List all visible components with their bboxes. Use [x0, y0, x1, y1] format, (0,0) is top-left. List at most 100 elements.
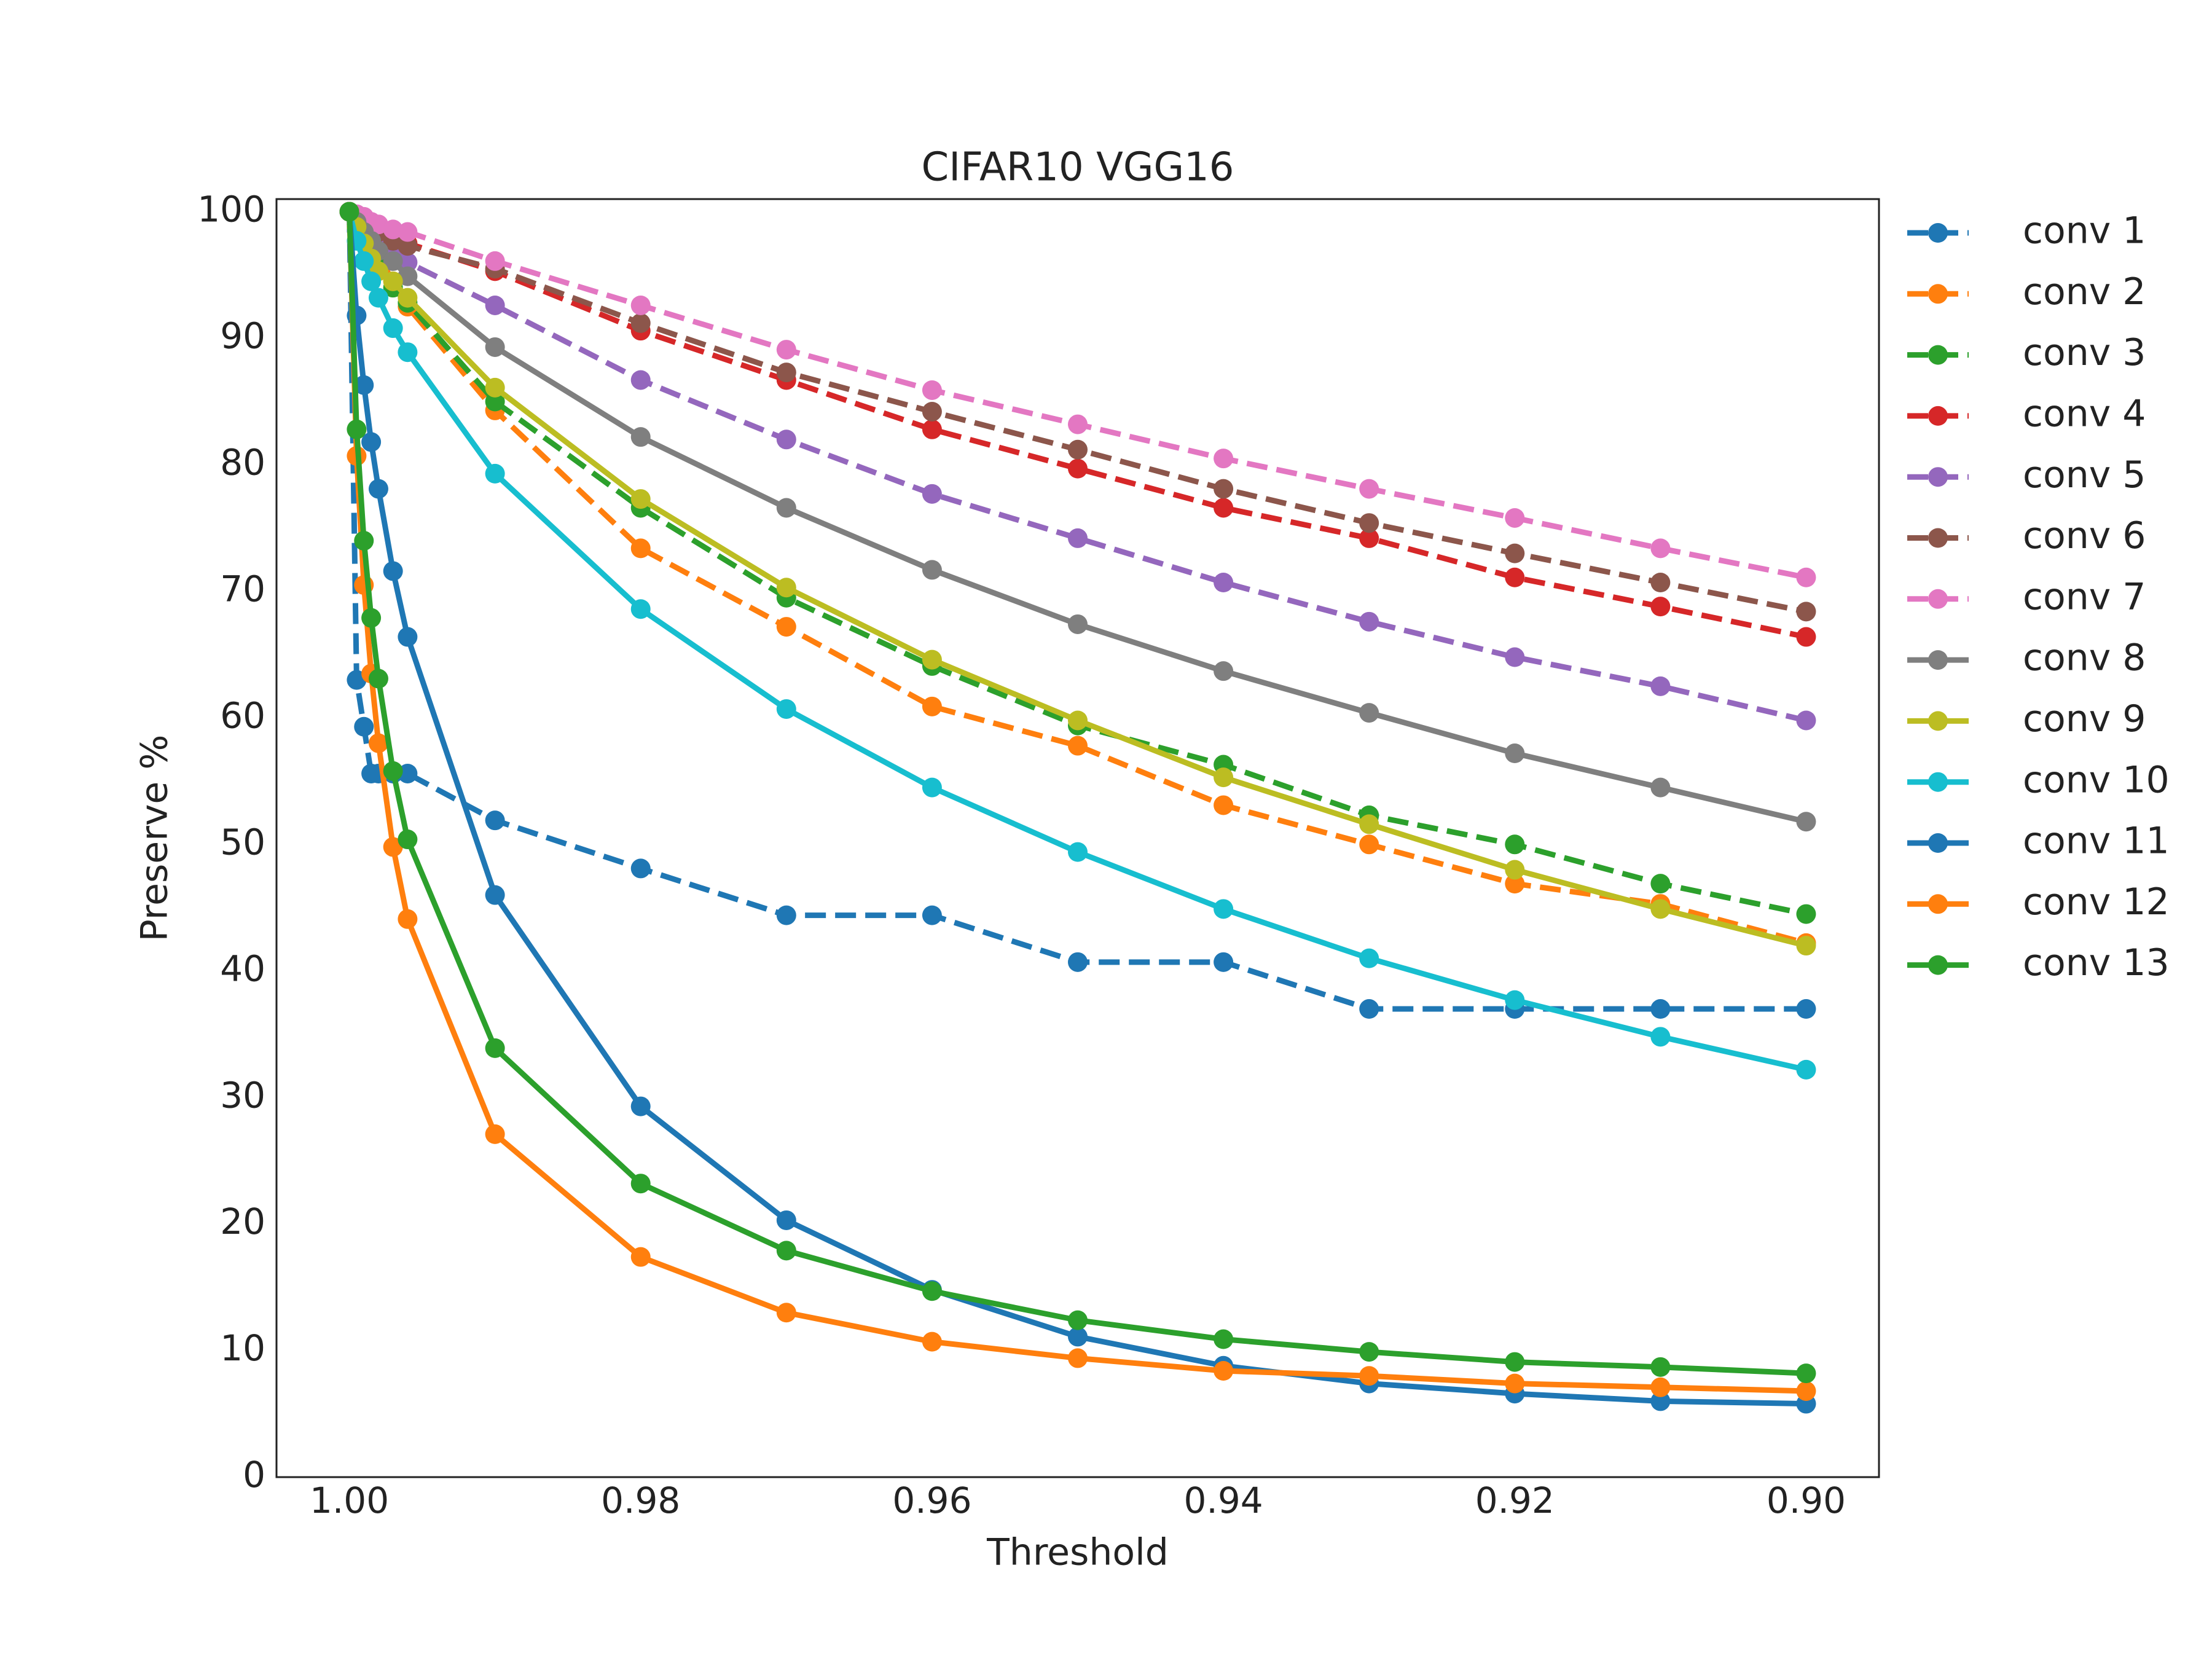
x-tick-label: 0.98 [601, 1480, 680, 1521]
legend-marker [1928, 467, 1948, 487]
data-point [485, 463, 505, 484]
legend-label: conv 1 [2023, 210, 2146, 253]
data-point [1359, 814, 1379, 834]
data-point [1068, 414, 1088, 434]
data-point [398, 342, 418, 363]
data-point [1068, 735, 1088, 756]
data-point [398, 627, 418, 647]
data-point [1505, 508, 1525, 528]
data-point [922, 560, 942, 580]
data-point [368, 479, 388, 499]
data-point [630, 538, 651, 559]
data-point [398, 222, 418, 242]
data-point [1650, 1377, 1671, 1397]
chart-title: CIFAR10 VGG16 [922, 145, 1234, 190]
data-point [630, 1174, 651, 1194]
legend-marker [1928, 894, 1948, 914]
data-point [1359, 479, 1379, 499]
data-point [630, 1247, 651, 1267]
data-point [922, 696, 942, 716]
data-point [383, 271, 403, 291]
legend-marker [1928, 711, 1948, 731]
data-point [1796, 627, 1816, 647]
data-point [1796, 904, 1816, 924]
legend-marker [1928, 406, 1948, 426]
data-point [1359, 1342, 1379, 1362]
legend-label: conv 11 [2023, 820, 2170, 863]
data-point [630, 1096, 651, 1116]
legend-label: conv 5 [2023, 453, 2146, 496]
data-point [1214, 479, 1234, 499]
data-point [1068, 952, 1088, 972]
data-point [1796, 936, 1816, 956]
y-tick-label: 30 [220, 1074, 265, 1116]
data-point [1068, 1348, 1088, 1368]
data-point [630, 313, 651, 333]
data-point [776, 1241, 796, 1261]
data-point [485, 391, 505, 412]
data-point [1650, 1027, 1671, 1047]
legend-label: conv 2 [2023, 270, 2146, 313]
data-point [1796, 1363, 1816, 1384]
data-point [1796, 999, 1816, 1019]
data-point [922, 1281, 942, 1301]
data-point [1650, 597, 1671, 617]
legend-label: conv 8 [2023, 637, 2146, 680]
data-point [1650, 777, 1671, 798]
data-point [398, 288, 418, 308]
x-axis-label: Threshold [986, 1531, 1169, 1574]
data-point [1796, 1059, 1816, 1080]
data-point [1214, 952, 1234, 972]
data-point [776, 498, 796, 518]
data-point [1650, 874, 1671, 894]
legend-label: conv 4 [2023, 392, 2146, 435]
data-point [922, 1332, 942, 1352]
legend-marker [1928, 955, 1948, 975]
data-point [1650, 538, 1671, 559]
data-point [398, 763, 418, 783]
data-point [485, 251, 505, 271]
y-axis-label: Preserve % [133, 735, 176, 942]
data-point [1068, 439, 1088, 460]
data-point [354, 375, 374, 395]
data-point [1359, 999, 1379, 1019]
data-point [630, 427, 651, 447]
data-point [630, 599, 651, 619]
data-point [1505, 543, 1525, 563]
data-point [354, 531, 374, 551]
data-point [1068, 842, 1088, 862]
data-point [776, 578, 796, 598]
data-point [776, 905, 796, 925]
data-point [368, 669, 388, 689]
data-point [922, 380, 942, 400]
data-point [1650, 999, 1671, 1019]
data-point [1505, 834, 1525, 855]
data-point [776, 1303, 796, 1323]
data-point [1650, 899, 1671, 919]
data-point [485, 295, 505, 315]
data-point [383, 219, 403, 240]
data-point [398, 830, 418, 850]
data-point [383, 561, 403, 581]
data-point [398, 909, 418, 929]
data-point [368, 288, 388, 308]
data-point [383, 251, 403, 271]
data-point [630, 370, 651, 390]
data-point [1650, 1357, 1671, 1377]
data-point [1214, 1361, 1234, 1381]
data-point [383, 761, 403, 781]
data-point [1068, 614, 1088, 634]
data-point [361, 608, 382, 628]
data-point [354, 716, 374, 737]
data-point [1214, 449, 1234, 469]
data-point [776, 340, 796, 360]
data-point [1505, 1352, 1525, 1372]
x-tick-label: 0.90 [1767, 1480, 1846, 1521]
data-point [1796, 602, 1816, 622]
legend-label: conv 6 [2023, 514, 2146, 557]
data-point [1505, 1373, 1525, 1394]
data-point [361, 271, 382, 291]
data-point [1796, 567, 1816, 587]
data-point [776, 363, 796, 383]
x-tick-label: 0.92 [1475, 1480, 1555, 1521]
